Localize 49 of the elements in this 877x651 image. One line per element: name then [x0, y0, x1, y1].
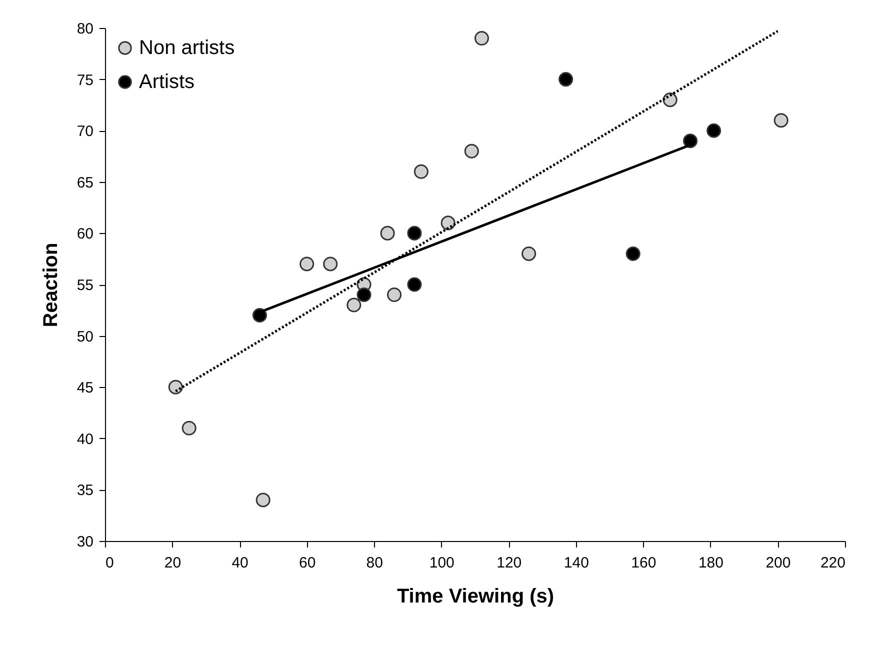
point: [407, 277, 422, 292]
legend-label: Artists: [139, 71, 195, 93]
x-tick-label: 0: [106, 554, 114, 572]
point: [683, 134, 698, 148]
x-tick-label: 200: [766, 554, 791, 572]
point: [380, 226, 395, 240]
x-tick-label: 180: [698, 554, 724, 572]
point: [474, 31, 489, 46]
y-tick-label: 40: [76, 430, 94, 448]
y-tick-label: 60: [76, 226, 94, 243]
point: [168, 380, 183, 394]
y-tick-label: 80: [76, 20, 94, 38]
y-tick-label: 75: [76, 72, 94, 89]
x-tick-label: 60: [298, 554, 316, 572]
point: [522, 246, 536, 261]
y-tick-label: 35: [76, 482, 94, 500]
point: [356, 288, 372, 302]
point: [626, 246, 640, 261]
point: [464, 144, 479, 158]
x-axis-title: Time Viewing (s): [396, 586, 554, 608]
point: [440, 216, 456, 230]
point: [414, 164, 428, 179]
x-tick-label: 140: [564, 554, 589, 572]
point: [407, 226, 422, 240]
point: [346, 298, 362, 312]
point: [256, 492, 270, 508]
x-tick-label: 40: [232, 554, 248, 572]
x-tick-label: 80: [366, 554, 383, 572]
y-tick-label: 30: [76, 534, 94, 550]
point: [300, 256, 314, 272]
y-tick-label: 55: [76, 277, 94, 294]
point: [387, 288, 402, 302]
point: [323, 256, 338, 272]
y-tick-label: 65: [76, 174, 94, 192]
point: [558, 72, 574, 87]
legend-label: Non artists: [139, 37, 235, 59]
point: [774, 113, 788, 128]
x-tick-label: 20: [164, 554, 182, 572]
y-tick-label: 50: [76, 328, 94, 346]
y-tick-label: 70: [76, 123, 94, 140]
x-tick-label: 160: [631, 554, 656, 572]
point: [182, 420, 196, 436]
x-tick-label: 120: [496, 554, 522, 572]
x-tick-label: 220: [820, 554, 846, 572]
point: [252, 308, 267, 323]
y-tick-label: 45: [76, 380, 94, 397]
point: [706, 123, 722, 138]
x-tick-label: 100: [429, 554, 454, 572]
y-axis-title: Reaction: [40, 242, 62, 328]
